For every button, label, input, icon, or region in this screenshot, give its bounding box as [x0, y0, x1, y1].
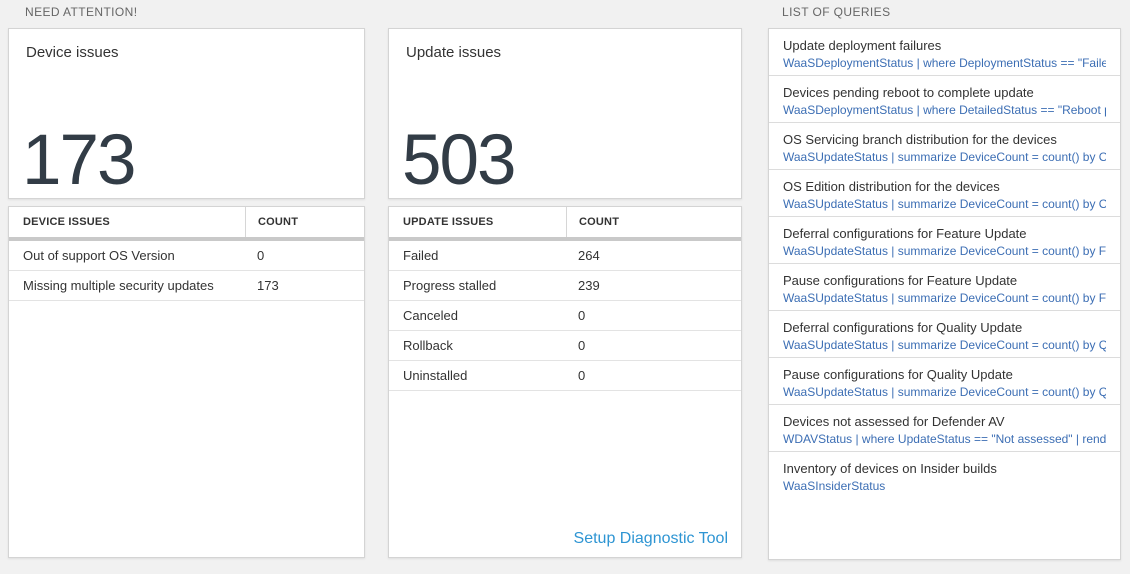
table-row[interactable]: Failed 264: [389, 241, 741, 271]
device-issues-column: Device issues 173 DEVICE ISSUES COUNT Ou…: [8, 28, 365, 558]
query-title: Inventory of devices on Insider builds: [783, 461, 997, 476]
query-text: WDAVStatus | where UpdateStatus == "Not …: [783, 432, 1106, 446]
setup-diagnostic-tool-link[interactable]: Setup Diagnostic Tool: [573, 530, 728, 547]
table-row[interactable]: Rollback 0: [389, 331, 741, 361]
query-list-item[interactable]: Deferral configurations for Feature Upda…: [769, 217, 1120, 264]
query-text: WaaSUpdateStatus | summarize DeviceCount…: [783, 291, 1106, 305]
query-list-item[interactable]: Pause configurations for Feature Update …: [769, 264, 1120, 311]
update-issues-tile[interactable]: Update issues 503: [388, 28, 742, 199]
query-title: Pause configurations for Feature Update: [783, 273, 1018, 288]
query-title: Devices not assessed for Defender AV: [783, 414, 1005, 429]
query-title: Devices pending reboot to complete updat…: [783, 85, 1034, 100]
device-issues-header-label: DEVICE ISSUES: [23, 216, 110, 228]
query-list-item[interactable]: OS Servicing branch distribution for the…: [769, 123, 1120, 170]
row-label: Out of support OS Version: [23, 248, 175, 263]
row-label: Canceled: [403, 308, 458, 323]
row-label: Uninstalled: [403, 368, 468, 383]
device-issues-title: Device issues: [26, 44, 119, 61]
queries-panel: Update deployment failures WaaSDeploymen…: [768, 28, 1121, 560]
row-count: 0: [257, 248, 265, 263]
table-row[interactable]: Missing multiple security updates 173: [9, 271, 364, 301]
device-issues-count: 173: [22, 121, 136, 200]
header-separator: [9, 237, 364, 241]
query-text: WaaSUpdateStatus | summarize DeviceCount…: [783, 150, 1106, 164]
query-title: OS Servicing branch distribution for the…: [783, 132, 1057, 147]
query-text: WaaSDeploymentStatus | where DeploymentS…: [783, 56, 1106, 70]
update-issues-title: Update issues: [406, 44, 502, 61]
row-label: Rollback: [403, 338, 453, 353]
row-label: Missing multiple security updates: [23, 278, 214, 293]
query-text: WaaSUpdateStatus | summarize DeviceCount…: [783, 385, 1106, 399]
update-issues-header-label: UPDATE ISSUES: [403, 216, 494, 228]
query-list-item[interactable]: Deferral configurations for Quality Upda…: [769, 311, 1120, 358]
query-list-item[interactable]: Devices not assessed for Defender AV WDA…: [769, 405, 1120, 452]
table-row[interactable]: Progress stalled 239: [389, 271, 741, 301]
update-issues-table: UPDATE ISSUES COUNT Failed 264 Progress …: [388, 206, 742, 558]
query-title: OS Edition distribution for the devices: [783, 179, 1000, 194]
row-count: 0: [578, 338, 586, 353]
row-count: 173: [257, 278, 279, 293]
query-text: WaaSDeploymentStatus | where DetailedSta…: [783, 103, 1106, 117]
query-title: Deferral configurations for Feature Upda…: [783, 226, 1027, 241]
query-list-item[interactable]: Devices pending reboot to complete updat…: [769, 76, 1120, 123]
query-text: WaaSUpdateStatus | summarize DeviceCount…: [783, 338, 1106, 352]
device-issues-table-header: DEVICE ISSUES COUNT: [9, 207, 364, 237]
query-list-item[interactable]: OS Edition distribution for the devices …: [769, 170, 1120, 217]
query-text: WaaSUpdateStatus | summarize DeviceCount…: [783, 197, 1106, 211]
query-title: Deferral configurations for Quality Upda…: [783, 320, 1023, 335]
query-text: WaaSUpdateStatus | summarize DeviceCount…: [783, 244, 1106, 258]
header-separator: [389, 237, 741, 241]
update-issues-header-count: COUNT: [566, 207, 741, 237]
row-count: 0: [578, 368, 586, 383]
update-issues-column: Update issues 503 UPDATE ISSUES COUNT Fa…: [388, 28, 742, 558]
row-count: 264: [578, 248, 600, 263]
row-count: 239: [578, 278, 600, 293]
query-text: WaaSInsiderStatus: [783, 479, 886, 493]
list-of-queries-section-label: LIST OF QUERIES: [782, 5, 891, 19]
update-issues-count: 503: [402, 121, 516, 200]
device-issues-tile[interactable]: Device issues 173: [8, 28, 365, 199]
table-row[interactable]: Uninstalled 0: [389, 361, 741, 391]
row-label: Progress stalled: [403, 278, 497, 293]
query-title: Pause configurations for Quality Update: [783, 367, 1013, 382]
need-attention-section-label: NEED ATTENTION!: [25, 5, 138, 19]
query-title: Update deployment failures: [783, 38, 942, 53]
row-count: 0: [578, 308, 586, 323]
row-label: Failed: [403, 248, 439, 263]
device-issues-header-count: COUNT: [245, 207, 364, 237]
device-issues-table: DEVICE ISSUES COUNT Out of support OS Ve…: [8, 206, 365, 558]
query-list-item[interactable]: Update deployment failures WaaSDeploymen…: [769, 29, 1120, 76]
query-list-item[interactable]: Pause configurations for Quality Update …: [769, 358, 1120, 405]
query-list-item[interactable]: Inventory of devices on Insider builds W…: [769, 452, 1120, 499]
update-issues-table-header: UPDATE ISSUES COUNT: [389, 207, 741, 237]
table-row[interactable]: Out of support OS Version 0: [9, 241, 364, 271]
table-row[interactable]: Canceled 0: [389, 301, 741, 331]
